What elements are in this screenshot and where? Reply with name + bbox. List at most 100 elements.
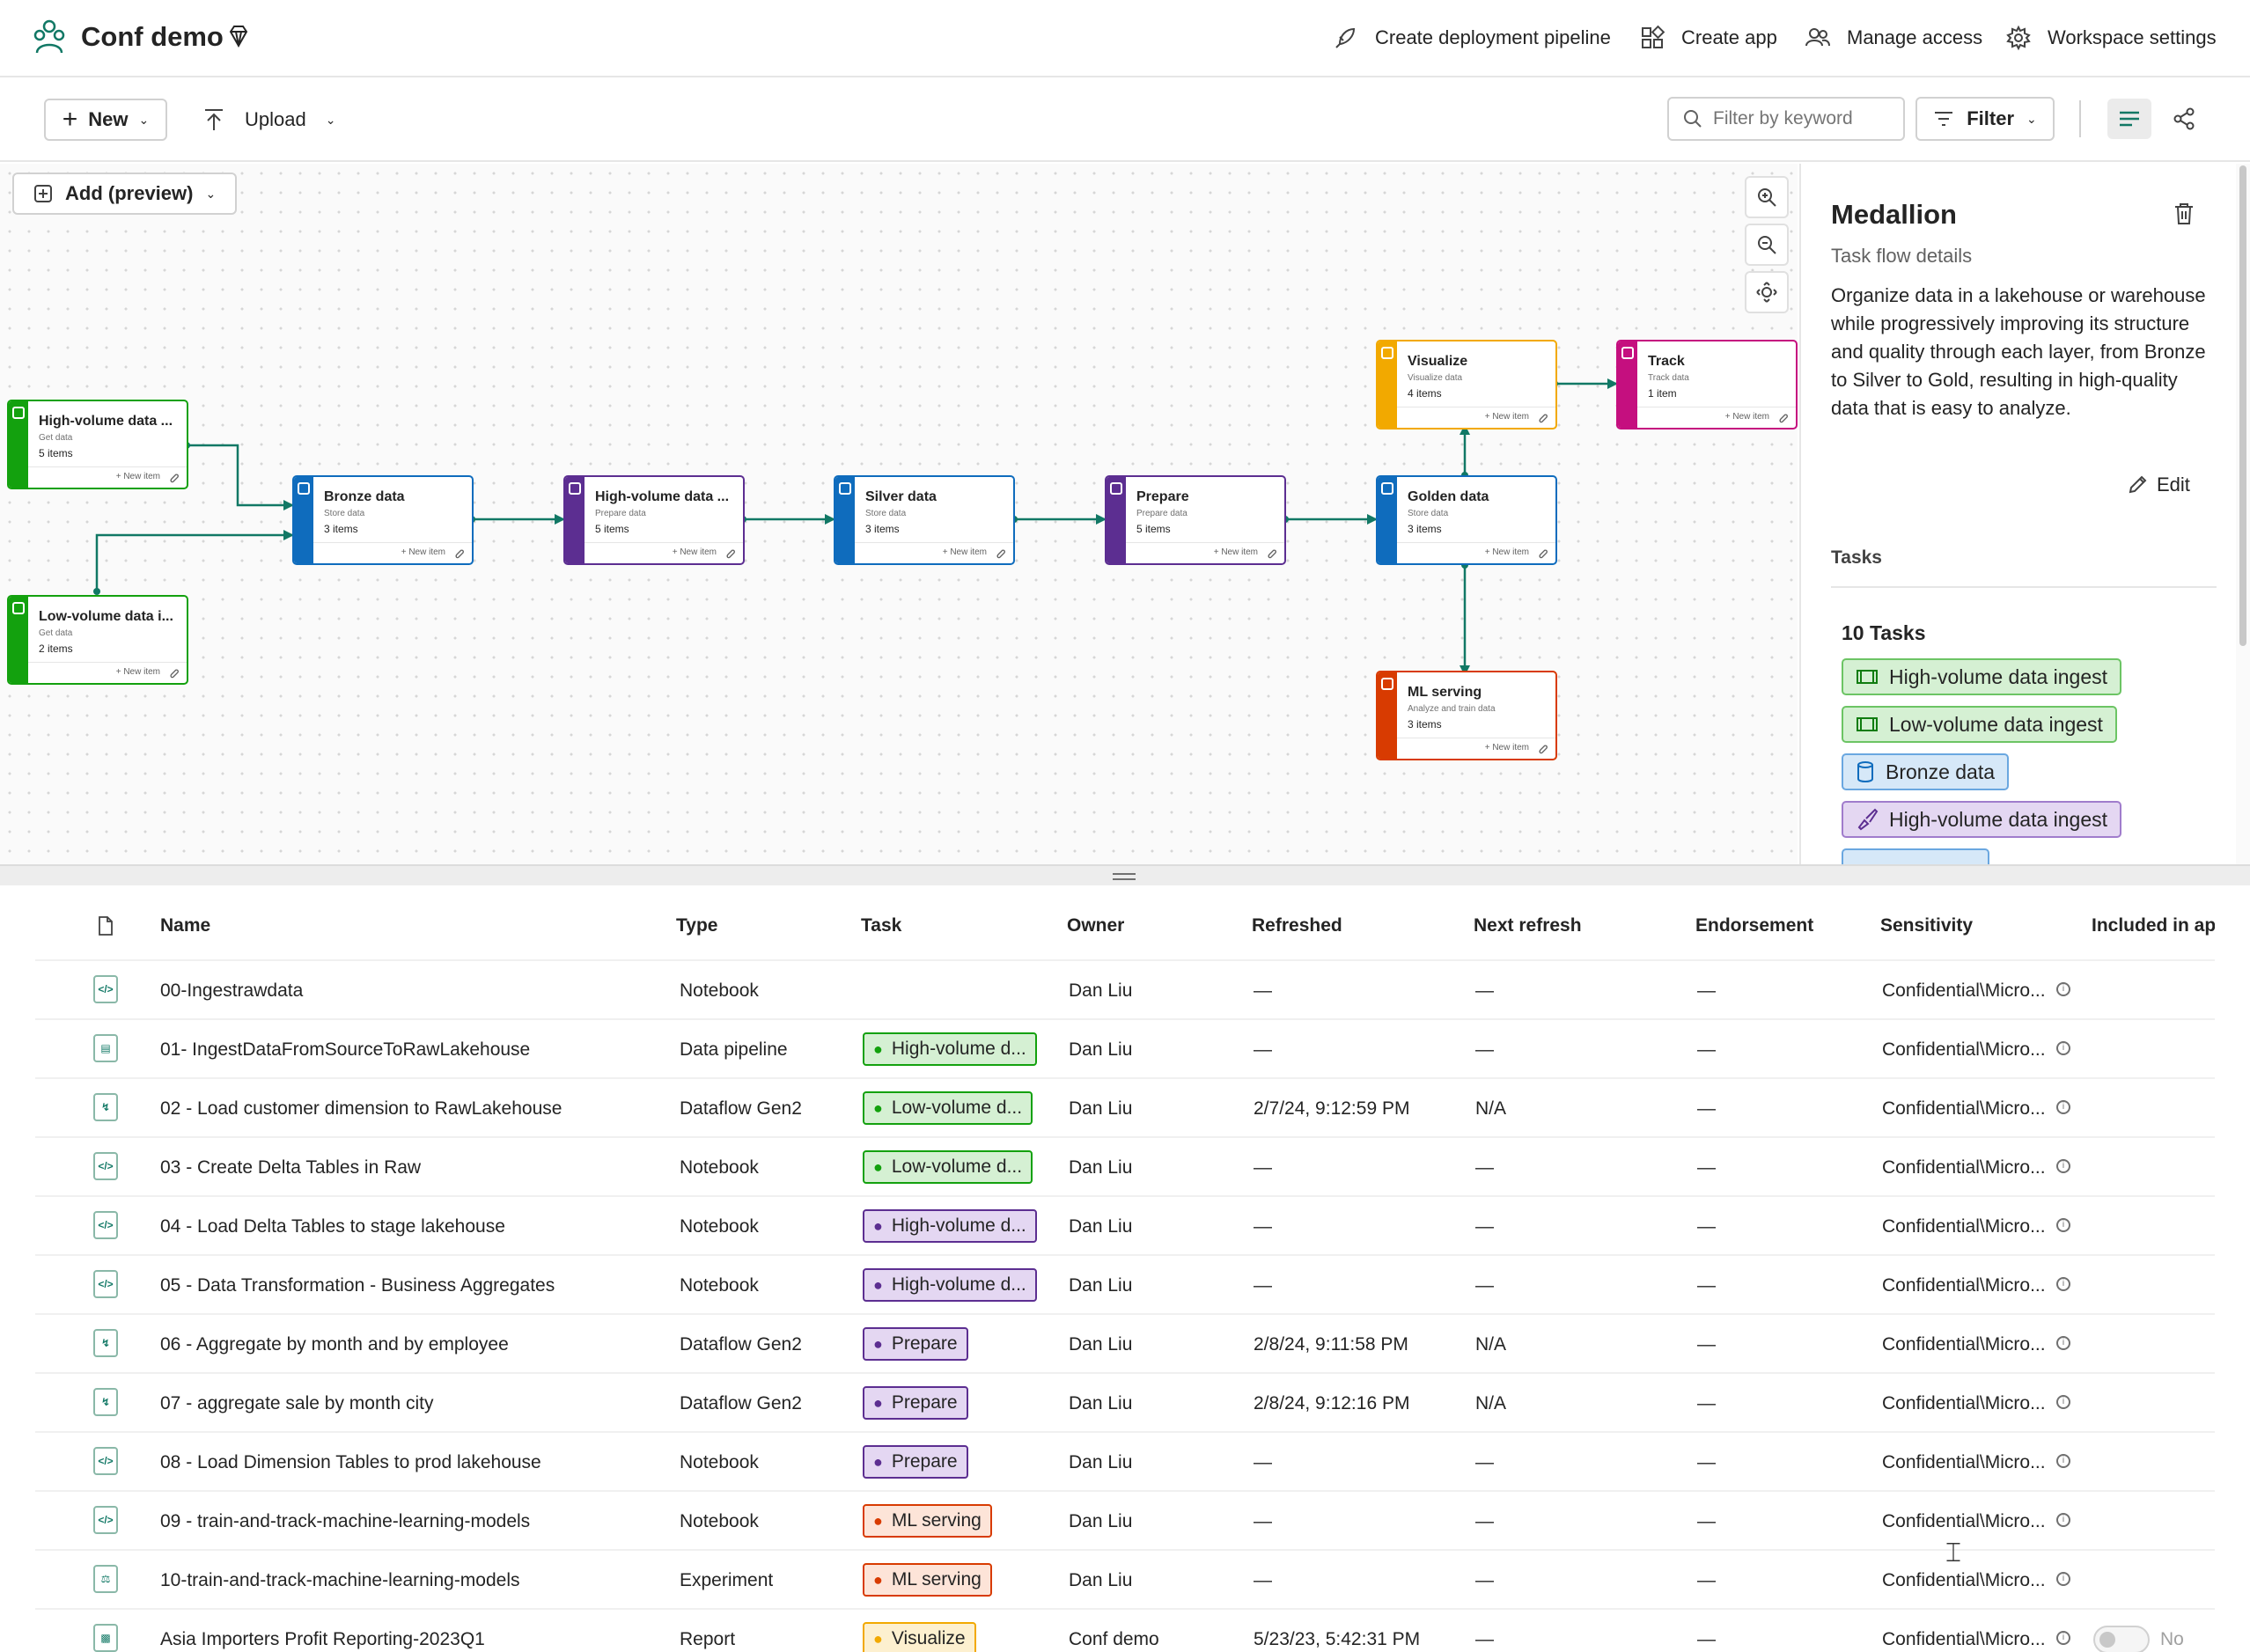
info-icon[interactable]: i — [2056, 1631, 2070, 1645]
info-icon[interactable]: i — [2056, 1218, 2070, 1232]
info-icon[interactable]: i — [2056, 1454, 2070, 1468]
new-item-button[interactable]: + New item — [1484, 412, 1529, 422]
item-name[interactable]: 06 - Aggregate by month and by employee — [160, 1334, 509, 1355]
column-header-endorsement[interactable]: Endorsement — [1695, 915, 1814, 936]
filter-keyword-search[interactable] — [1667, 97, 1905, 141]
upload-button[interactable]: Upload ⌄ — [202, 99, 335, 141]
task-badge[interactable]: ● Prepare — [863, 1445, 968, 1479]
new-item-button[interactable]: + New item — [1484, 743, 1529, 753]
task-node-low-volume-ingest[interactable]: Low-volume data i... Get data 2 items + … — [7, 595, 188, 685]
task-node-ml-serving[interactable]: ML serving Analyze and train data 3 item… — [1376, 671, 1557, 760]
column-header-type[interactable]: Type — [676, 915, 718, 936]
attach-icon[interactable] — [169, 472, 180, 484]
table-row[interactable]: ↯ 07 - aggregate sale by month city Datafl… — [35, 1372, 2215, 1431]
info-icon[interactable]: i — [2056, 1336, 2070, 1350]
new-item-button[interactable]: + New item — [942, 547, 987, 557]
task-badge[interactable]: ● ML serving — [863, 1563, 992, 1597]
column-header-task[interactable]: Task — [861, 915, 902, 936]
task-node-high-volume-ingest[interactable]: High-volume data ... Get data 5 items + … — [7, 400, 188, 489]
column-header-name[interactable]: Name — [160, 915, 211, 936]
filter-button[interactable]: Filter ⌄ — [1915, 97, 2055, 141]
info-icon[interactable]: i — [2056, 1041, 2070, 1055]
zoom-out-button[interactable] — [1745, 224, 1789, 266]
task-badge[interactable]: ● Prepare — [863, 1327, 968, 1361]
item-name[interactable]: 08 - Load Dimension Tables to prod lakeh… — [160, 1452, 541, 1472]
item-name[interactable]: 02 - Load customer dimension to RawLakeh… — [160, 1098, 562, 1119]
create-app-button[interactable]: Create app — [1639, 25, 1777, 51]
new-item-button[interactable]: + New item — [1724, 412, 1769, 422]
new-item-button[interactable]: + New item — [115, 472, 160, 481]
column-header-refreshed[interactable]: Refreshed — [1252, 915, 1342, 936]
table-row[interactable]: </> 00-Ingestrawdata Notebook Dan Liu — — — Con… — [35, 959, 2215, 1018]
add-task-button[interactable]: Add (preview) ⌄ — [12, 173, 238, 215]
item-name[interactable]: 05 - Data Transformation - Business Aggr… — [160, 1275, 555, 1296]
item-name[interactable]: 01- IngestDataFromSourceToRawLakehouse — [160, 1039, 531, 1060]
item-name[interactable]: 09 - train-and-track-machine-learning-mo… — [160, 1511, 531, 1531]
item-name[interactable]: Asia Importers Profit Reporting-2023Q1 — [160, 1629, 485, 1649]
attach-icon[interactable] — [725, 547, 736, 560]
task-badge[interactable]: ● Low-volume d... — [863, 1091, 1033, 1125]
task-node-visualize[interactable]: Visualize Visualize data 4 items + New i… — [1376, 340, 1557, 430]
attach-icon[interactable] — [1538, 547, 1548, 560]
task-node-prepare[interactable]: Prepare Prepare data 5 items + New item — [1105, 475, 1286, 565]
new-button[interactable]: + New ⌄ — [44, 99, 167, 141]
task-badge[interactable]: ● High-volume d... — [863, 1268, 1037, 1302]
task-chip-low-volume-ingest[interactable]: Low-volume data ingest — [1842, 706, 2117, 743]
table-row[interactable]: </> 05 - Data Transformation - Business A… — [35, 1254, 2215, 1313]
task-flow-canvas[interactable]: Add (preview) ⌄ High-volume data ... Get… — [0, 164, 1798, 864]
new-item-button[interactable]: + New item — [115, 667, 160, 677]
task-node-track[interactable]: Track Track data 1 item + New item — [1616, 340, 1798, 430]
table-row[interactable]: ⚖ 10-train-and-track-machine-learning-mod… — [35, 1549, 2215, 1608]
task-badge[interactable]: ● ML serving — [863, 1504, 992, 1538]
column-header-next-refresh[interactable]: Next refresh — [1474, 915, 1582, 936]
attach-icon[interactable] — [1538, 412, 1548, 424]
table-row[interactable]: ▩ Asia Importers Profit Reporting-2023Q1 R… — [35, 1608, 2215, 1652]
table-row[interactable]: </> 04 - Load Delta Tables to stage lakeh… — [35, 1195, 2215, 1254]
item-name[interactable]: 03 - Create Delta Tables in Raw — [160, 1157, 422, 1178]
table-row[interactable]: </> 08 - Load Dimension Tables to prod la… — [35, 1431, 2215, 1490]
task-node-silver-data[interactable]: Silver data Store data 3 items + New ite… — [834, 475, 1015, 565]
task-node-bronze-data[interactable]: Bronze data Store data 3 items + New ite… — [292, 475, 474, 565]
task-chip-partial[interactable] — [1842, 848, 1989, 864]
task-badge[interactable]: ● Prepare — [863, 1386, 968, 1420]
column-header-owner[interactable]: Owner — [1067, 915, 1125, 936]
attach-icon[interactable] — [1267, 547, 1277, 560]
new-item-button[interactable]: + New item — [1213, 547, 1258, 557]
item-name[interactable]: 07 - aggregate sale by month city — [160, 1393, 434, 1413]
included-in-app-toggle[interactable] — [2093, 1626, 2150, 1652]
attach-icon[interactable] — [1778, 412, 1789, 424]
item-name[interactable]: 10-train-and-track-machine-learning-mode… — [160, 1570, 520, 1590]
task-chip-bronze-data[interactable]: Bronze data — [1842, 753, 2010, 790]
create-deployment-pipeline-button[interactable]: Create deployment pipeline — [1333, 25, 1611, 51]
search-input[interactable] — [1713, 108, 1889, 129]
new-item-button[interactable]: + New item — [672, 547, 717, 557]
info-icon[interactable]: i — [2056, 1100, 2070, 1114]
list-view-toggle[interactable] — [2107, 99, 2151, 139]
task-chip-high-volume-prepare[interactable]: High-volume data ingest — [1842, 801, 2122, 838]
new-item-button[interactable]: + New item — [401, 547, 445, 557]
info-icon[interactable]: i — [2056, 982, 2070, 996]
table-row[interactable]: </> 09 - train-and-track-machine-learning… — [35, 1490, 2215, 1549]
task-badge[interactable]: ● Low-volume d... — [863, 1150, 1033, 1184]
info-icon[interactable]: i — [2056, 1395, 2070, 1409]
workspace-settings-button[interactable]: Workspace settings — [2005, 25, 2217, 51]
task-badge[interactable]: ● High-volume d... — [863, 1032, 1037, 1066]
edit-button[interactable]: Edit — [2127, 474, 2190, 496]
task-badge[interactable]: ● Visualize — [863, 1622, 976, 1652]
item-name[interactable]: 04 - Load Delta Tables to stage lakehous… — [160, 1216, 505, 1237]
info-icon[interactable]: i — [2056, 1572, 2070, 1586]
attach-icon[interactable] — [169, 667, 180, 679]
table-row[interactable]: ↯ 06 - Aggregate by month and by employee… — [35, 1313, 2215, 1372]
column-header-included-in-app[interactable]: Included in ap — [2092, 915, 2215, 936]
delete-icon[interactable] — [2171, 201, 2197, 227]
column-header-sensitivity[interactable]: Sensitivity — [1880, 915, 1974, 936]
task-chip-high-volume-ingest[interactable]: High-volume data ingest — [1842, 658, 2122, 695]
table-row[interactable]: ▤ 01- IngestDataFromSourceToRawLakehouse D… — [35, 1018, 2215, 1077]
table-row[interactable]: ↯ 02 - Load customer dimension to RawLake… — [35, 1077, 2215, 1136]
fit-to-view-button[interactable] — [1745, 271, 1789, 313]
panel-scrollbar-thumb[interactable] — [2239, 165, 2246, 646]
task-node-golden-data[interactable]: Golden data Store data 3 items + New ite… — [1376, 475, 1557, 565]
item-name[interactable]: 00-Ingestrawdata — [160, 980, 304, 1001]
new-item-button[interactable]: + New item — [1484, 547, 1529, 557]
manage-access-button[interactable]: Manage access — [1805, 25, 1982, 51]
